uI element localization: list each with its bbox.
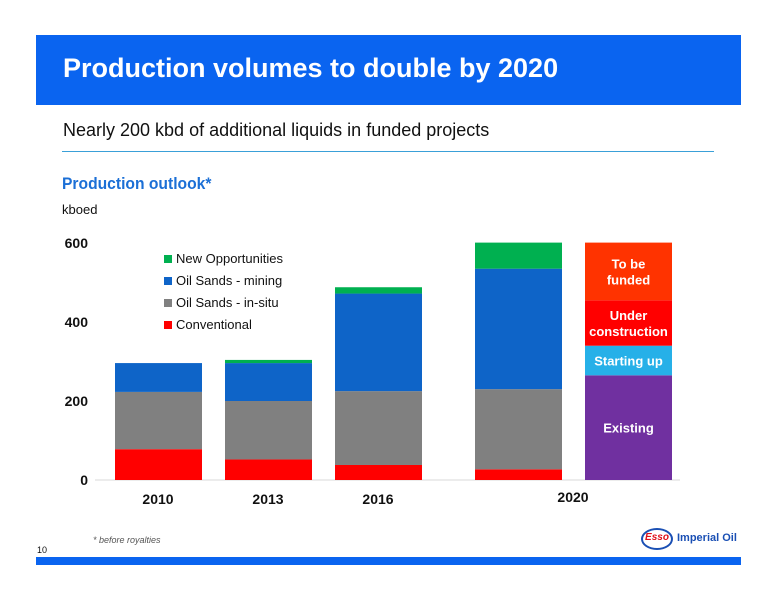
divider [62,151,714,152]
breakdown-segment [585,242,672,301]
legend-swatch [164,277,172,285]
breakdown-segment [585,300,672,346]
x-tick-label: 2013 [252,491,283,507]
legend-swatch [164,255,172,263]
footnote: * before royalties [93,535,161,545]
breakdown-label: Existing [603,421,654,436]
imperial-oil-logo: Esso Imperial Oil [641,528,747,552]
legend-label: New Opportunities [176,251,283,266]
page-number: 10 [37,545,48,555]
bar-segment [225,401,312,460]
esso-oval-icon [641,528,673,550]
chart-title: Production outlook* [62,174,212,193]
x-tick-label: 2010 [142,491,173,507]
y-tick-label: 400 [65,314,89,330]
bar-segment [475,469,562,480]
bar-segment [335,391,422,465]
esso-wordmark: Esso [645,532,669,543]
bar-segment [225,359,312,364]
y-axis-unit: kboed [62,202,98,217]
breakdown-label: funded [607,272,650,287]
legend-swatch [164,299,172,307]
breakdown-label: To be [612,256,646,271]
y-tick-label: 0 [80,472,88,488]
footer-bar [36,557,741,565]
breakdown-label: construction [589,324,668,339]
breakdown-label: Starting up [594,354,663,369]
bar-segment [335,287,422,294]
bar-segment [225,459,312,480]
bar-segment [115,363,202,392]
legend-swatch [164,321,172,329]
breakdown-segment [585,345,672,376]
y-tick-label: 200 [65,393,89,409]
company-name: Imperial Oil [677,532,737,544]
breakdown-segment [585,375,672,480]
breakdown-label: Under [610,308,648,323]
bar-segment [335,293,422,392]
legend-label: Oil Sands - mining [176,273,282,288]
bar-segment [475,268,562,390]
slide-title: Production volumes to double by 2020 [63,53,559,83]
bar-segment [475,389,562,470]
legend-label: Conventional [176,317,252,332]
bar-segment [335,464,422,480]
x-tick-label: 2016 [362,491,393,507]
header-bar [36,35,741,105]
bar-segment [115,449,202,480]
x-tick-label: 2020 [557,489,588,505]
legend-label: Oil Sands - in-situ [176,295,279,310]
y-tick-label: 600 [65,235,89,251]
bar-segment [115,391,202,450]
bar-segment [475,242,562,269]
slide-subtitle: Nearly 200 kbd of additional liquids in … [63,120,490,140]
bar-segment [225,363,312,401]
